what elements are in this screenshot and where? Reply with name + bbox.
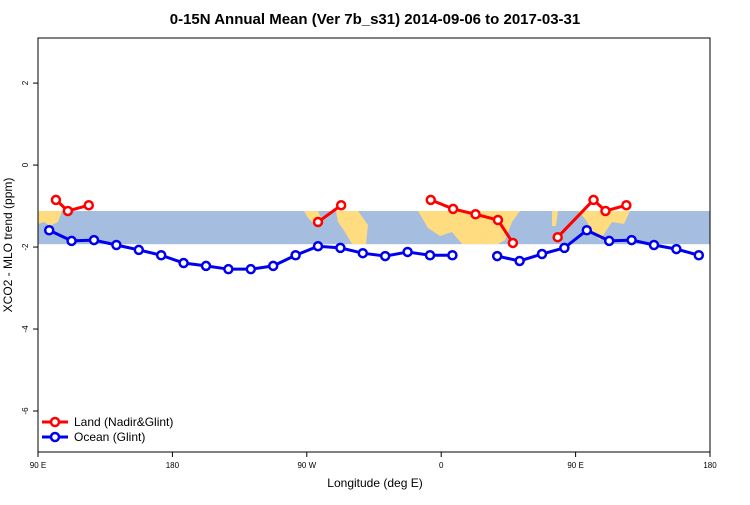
y-tick-label: 2 bbox=[21, 80, 30, 85]
point bbox=[133, 244, 145, 256]
point bbox=[492, 214, 504, 226]
point bbox=[600, 205, 611, 217]
point bbox=[66, 235, 77, 247]
point bbox=[43, 224, 55, 236]
point bbox=[312, 240, 324, 252]
y-tick-label: -4 bbox=[21, 325, 30, 333]
y-tick-label: 0 bbox=[21, 162, 30, 167]
x-tick-label: 180 bbox=[703, 461, 717, 470]
point bbox=[223, 263, 234, 275]
point bbox=[693, 249, 705, 261]
point bbox=[491, 250, 503, 262]
continent bbox=[336, 211, 368, 244]
point bbox=[581, 224, 593, 236]
point bbox=[178, 257, 189, 269]
point bbox=[402, 246, 413, 258]
point bbox=[335, 242, 346, 254]
point bbox=[447, 249, 458, 261]
point bbox=[425, 194, 436, 206]
x-axis-label: Longitude (deg E) bbox=[327, 476, 422, 490]
legend-label: Ocean (Glint) bbox=[74, 430, 145, 444]
point bbox=[155, 249, 167, 261]
point bbox=[621, 199, 632, 211]
point bbox=[335, 199, 347, 211]
y-axis-label: XCO2 - MLO trend (ppm) bbox=[1, 178, 15, 313]
continent bbox=[552, 211, 558, 226]
x-tick-label: 90 E bbox=[30, 461, 46, 470]
point bbox=[245, 263, 257, 275]
point bbox=[626, 234, 637, 246]
point bbox=[357, 247, 369, 259]
point bbox=[648, 239, 660, 251]
x-tick-label: 90 E bbox=[567, 461, 583, 470]
point bbox=[552, 231, 563, 243]
point bbox=[50, 194, 62, 206]
x-tick-label: 0 bbox=[439, 461, 444, 470]
point bbox=[379, 250, 391, 262]
point bbox=[88, 234, 100, 246]
point bbox=[514, 255, 525, 267]
chart-title: 0-15N Annual Mean (Ver 7b_s31) 2014-09-0… bbox=[170, 11, 580, 28]
legend-marker bbox=[49, 416, 61, 428]
point bbox=[671, 243, 682, 255]
x-tick-label: 180 bbox=[166, 461, 180, 470]
plot-frame bbox=[37, 37, 711, 453]
point bbox=[83, 199, 95, 211]
point bbox=[267, 260, 279, 272]
continent bbox=[578, 211, 630, 240]
point bbox=[290, 249, 301, 261]
point bbox=[559, 242, 570, 254]
point bbox=[111, 239, 122, 251]
point bbox=[62, 205, 74, 217]
y-tick-label: -6 bbox=[21, 407, 30, 415]
point bbox=[588, 194, 599, 206]
y-tick-label: -2 bbox=[21, 243, 30, 251]
legend-label: Land (Nadir&Glint) bbox=[74, 415, 173, 429]
point bbox=[312, 216, 324, 228]
point bbox=[470, 209, 481, 220]
point bbox=[603, 235, 615, 247]
point bbox=[447, 203, 459, 215]
point bbox=[507, 237, 519, 249]
legend-marker bbox=[49, 431, 61, 443]
continent bbox=[38, 211, 62, 226]
point bbox=[424, 249, 436, 261]
point bbox=[200, 260, 212, 272]
point bbox=[536, 248, 548, 260]
x-tick-label: 90 W bbox=[297, 461, 316, 470]
